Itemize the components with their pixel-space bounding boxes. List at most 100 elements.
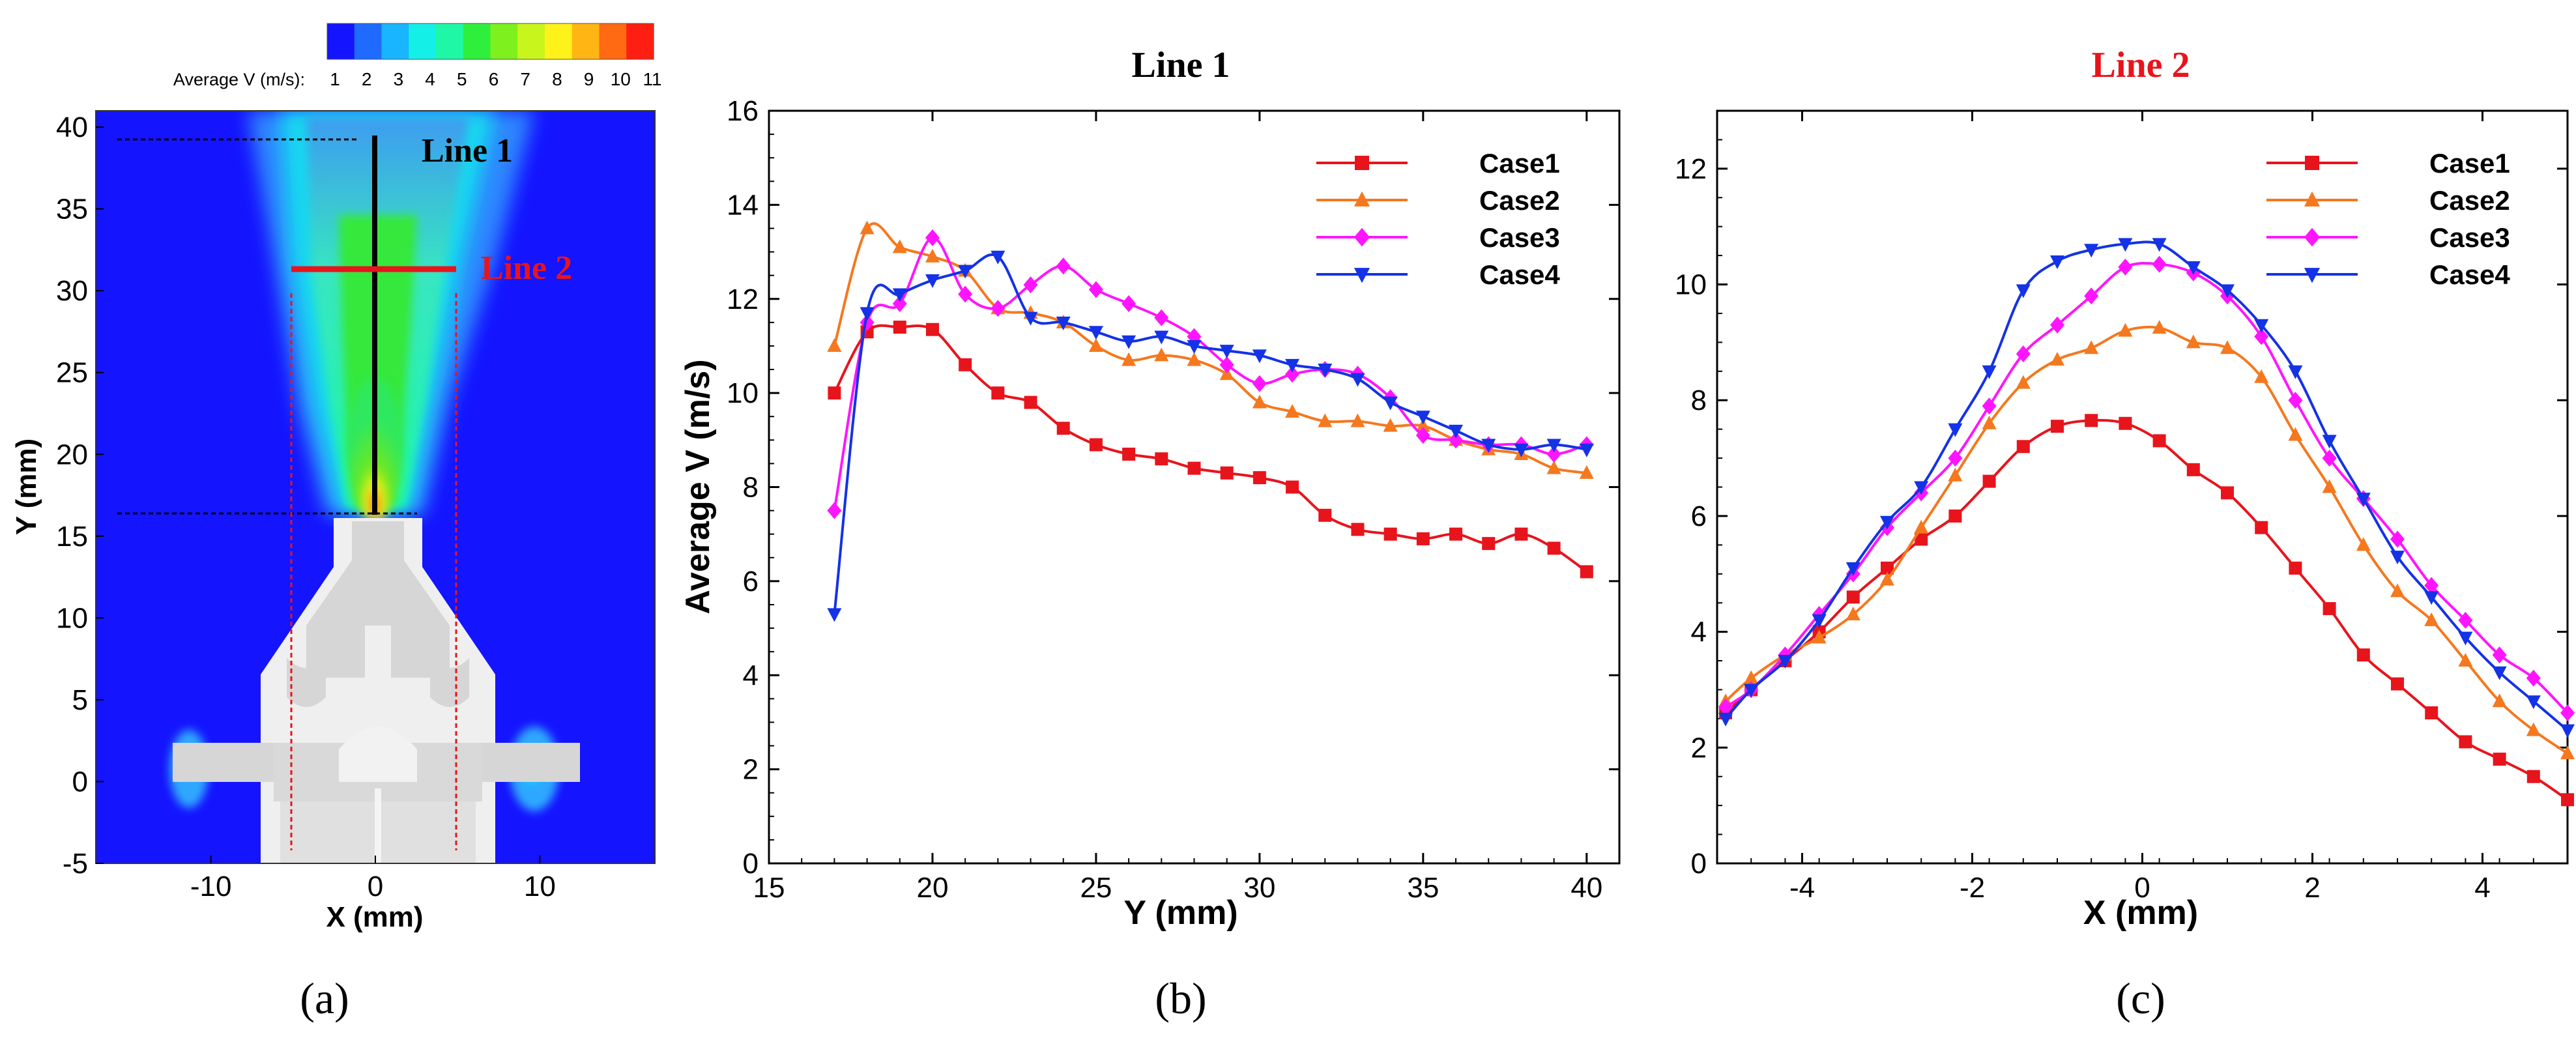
- y-tick-label: 16: [727, 95, 759, 127]
- data-point-triangle-down: [2322, 435, 2337, 449]
- colorbar-tick-label: 2: [362, 69, 372, 89]
- colorbar-cell: [436, 23, 464, 59]
- y-tick-label: 6: [743, 566, 759, 598]
- data-point-triangle-down: [827, 608, 842, 622]
- line1-label: Line 1: [422, 132, 513, 169]
- data-point-triangle-down: [925, 274, 940, 288]
- legend-item-case1: Case1: [2266, 148, 2510, 179]
- data-point-triangle-down: [1154, 330, 1169, 345]
- data-point-triangle: [827, 338, 842, 352]
- data-point-square: [1155, 452, 1168, 466]
- x-tick-label: 30: [1243, 872, 1275, 904]
- data-point-triangle: [2118, 323, 2133, 337]
- data-point-square: [2493, 753, 2506, 766]
- series-line-case4: [833, 253, 1587, 614]
- data-point-triangle-down: [2050, 255, 2064, 269]
- data-point-triangle: [2322, 479, 2337, 493]
- data-point-square: [2526, 770, 2540, 783]
- data-point-diamond: [2390, 530, 2405, 548]
- x-tick-label: 15: [753, 872, 785, 904]
- panel-a-ytick-label: 30: [56, 275, 88, 307]
- data-point-triangle-down: [2526, 695, 2541, 710]
- series-case2: [1718, 320, 2575, 760]
- data-point-diamond: [892, 295, 907, 312]
- data-point-square: [1881, 561, 1894, 575]
- colorbar-tick-label: 9: [584, 69, 594, 89]
- data-point-diamond: [2304, 227, 2321, 247]
- panel-a-xtick-label: 0: [368, 871, 383, 902]
- data-point-triangle: [1252, 394, 1267, 409]
- data-point-triangle: [2186, 334, 2201, 349]
- colorbar-tick-label: 11: [643, 69, 661, 89]
- data-point-diamond: [2492, 646, 2507, 664]
- data-point-triangle: [1383, 418, 1398, 432]
- data-point-diamond: [1546, 445, 1561, 463]
- colorbar-title: Average V (m/s):: [173, 70, 305, 89]
- data-point-triangle-down: [1778, 655, 1793, 669]
- colorbar-tick-label: 5: [457, 69, 467, 89]
- device-divider: [365, 626, 391, 756]
- colorbar-tick-label: 4: [425, 69, 435, 89]
- chart-b-ylabel: Average V (m/s): [679, 359, 717, 614]
- panel-a-axes: -10 0 10 -5 0 5 10 15 20 25 30 35 40: [56, 111, 556, 902]
- data-point-diamond: [2424, 577, 2439, 594]
- data-point-square: [1580, 565, 1593, 579]
- colorbar-cell: [626, 23, 654, 59]
- series-case1: [1719, 414, 2574, 807]
- data-point-triangle: [2050, 352, 2064, 366]
- colorbar-cell: [572, 23, 600, 59]
- data-point-diamond: [2084, 287, 2099, 305]
- line2-label: Line 2: [481, 250, 572, 287]
- data-point-square: [2391, 677, 2404, 691]
- data-point-triangle-down: [1219, 345, 1234, 359]
- data-point-triangle: [1318, 413, 1333, 427]
- data-point-triangle: [1914, 519, 1929, 534]
- data-point-triangle: [2560, 745, 2575, 760]
- legend-label: Case4: [2429, 259, 2510, 290]
- data-point-diamond: [1948, 450, 1963, 467]
- data-point-triangle-down: [1514, 443, 1529, 457]
- panel-a-ytick-label: 10: [56, 602, 88, 634]
- device-dome: [339, 727, 417, 782]
- data-point-triangle: [2424, 612, 2439, 626]
- data-point-diamond: [1449, 431, 1464, 449]
- data-point-triangle-down: [1982, 365, 1997, 379]
- y-tick-label: 4: [1691, 616, 1707, 648]
- legend-item-case4: Case4: [1316, 259, 1560, 290]
- panel-a-ylabel: Y (mm): [10, 439, 42, 535]
- panel-a-ytick-label: 5: [72, 684, 88, 716]
- data-point-square: [1286, 480, 1299, 494]
- x-tick-label: 35: [1407, 872, 1439, 904]
- data-point-triangle-down: [1187, 339, 1202, 354]
- legend-label: Case2: [1479, 185, 1560, 216]
- y-tick-label: 10: [1675, 269, 1707, 301]
- data-point-diamond: [2016, 345, 2031, 363]
- data-point-triangle-down: [2118, 238, 2133, 252]
- y-tick-label: 6: [1691, 500, 1707, 532]
- data-point-diamond: [827, 502, 842, 519]
- data-point-square: [2305, 156, 2319, 170]
- legend-label: Case3: [1479, 222, 1560, 253]
- series-line-case2: [1724, 325, 2569, 755]
- y-tick-label: 2: [1691, 732, 1707, 764]
- data-point-square: [925, 323, 939, 336]
- panel-a-ytick-label: 15: [56, 521, 88, 553]
- data-point-triangle: [2016, 375, 2031, 389]
- chart-c-series: [1718, 238, 2575, 807]
- y-tick-label: 8: [1691, 384, 1707, 416]
- data-point-square: [828, 386, 841, 400]
- data-point-diamond: [1122, 295, 1136, 312]
- data-point-triangle: [1579, 465, 1594, 479]
- data-point-triangle: [892, 239, 907, 253]
- data-point-triangle-down: [2390, 551, 2405, 565]
- data-point-square: [2323, 602, 2336, 616]
- data-point-triangle-down: [2186, 261, 2201, 275]
- data-point-diamond: [1056, 257, 1071, 275]
- data-point-square: [1846, 590, 1860, 604]
- series-case4: [1718, 238, 2575, 738]
- legend-item-case3: Case3: [1316, 222, 1560, 253]
- data-point-triangle: [2084, 340, 2099, 354]
- x-tick-label: 40: [1570, 872, 1602, 904]
- x-tick-label: 20: [916, 872, 948, 904]
